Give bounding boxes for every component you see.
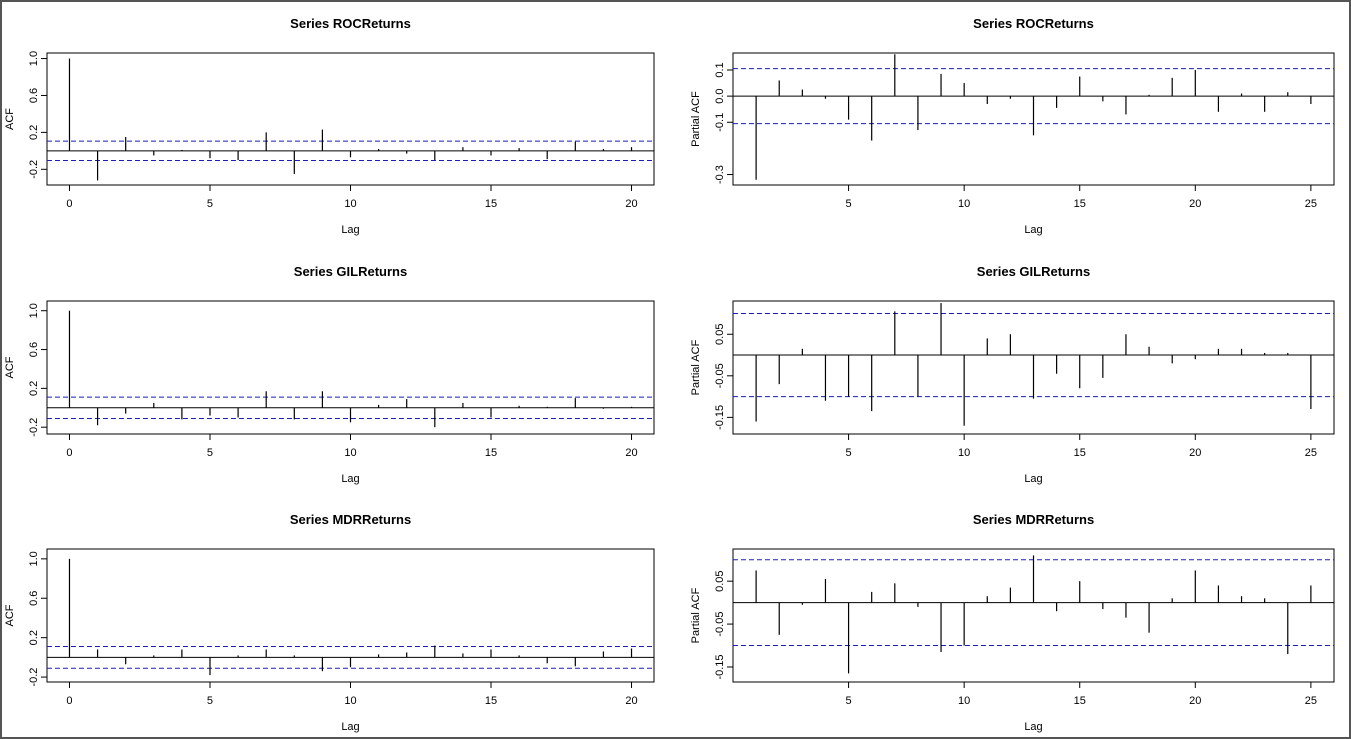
- x-axis-label: Lag: [341, 473, 359, 485]
- y-tick-label: -0.05: [714, 612, 726, 637]
- chart-title: Series GILReturns: [294, 264, 407, 279]
- x-tick-label: 25: [1305, 695, 1317, 707]
- panel-acf: Series ROCReturns 0 5 10 15 20 -0.2 0.2 0.6 1.0 La…: [4, 16, 655, 236]
- plot-frame: [732, 52, 1335, 186]
- x-tick-label: 5: [846, 695, 852, 707]
- chart-title: Series MDRReturns: [290, 512, 411, 527]
- x-tick-label: 20: [1189, 695, 1201, 707]
- panel-acf: Series MDRReturns 0 5 10 15 20 -0.2 0.2 0.6 1.0 La…: [4, 512, 655, 733]
- x-tick-label: 15: [485, 695, 497, 707]
- x-tick-label: 5: [846, 447, 852, 459]
- x-tick-label: 0: [66, 695, 72, 707]
- y-axis-label: Partial ACF: [690, 339, 702, 395]
- y-axis-label: Partial ACF: [690, 91, 702, 147]
- chart-title: Series ROCReturns: [973, 16, 1094, 31]
- y-tick-label: 0.05: [714, 324, 726, 345]
- y-tick-label: -0.05: [714, 363, 726, 388]
- x-tick-label: 10: [344, 198, 356, 210]
- x-tick-label: 20: [625, 695, 637, 707]
- chart-title: Series MDRReturns: [973, 512, 1094, 527]
- plot-frame: [732, 300, 1335, 435]
- x-tick-label: 25: [1305, 198, 1317, 210]
- x-axis-label: Lag: [1024, 721, 1042, 733]
- panel-pacf: Series GILReturns 5 10 15 20 25 -0.15 -0.05 0.05…: [690, 264, 1335, 485]
- x-tick-label: 5: [846, 198, 852, 210]
- y-tick-label: 0.0: [714, 88, 726, 103]
- chart-title: Series ROCReturns: [290, 16, 411, 31]
- y-tick-label: -0.2: [28, 418, 40, 437]
- x-tick-label: 10: [958, 447, 970, 459]
- y-tick-label: -0.15: [714, 405, 726, 430]
- x-axis-label: Lag: [341, 224, 359, 236]
- y-axis-label: Partial ACF: [690, 587, 702, 643]
- x-tick-label: 0: [66, 447, 72, 459]
- x-tick-label: 20: [1189, 447, 1201, 459]
- x-tick-label: 0: [66, 198, 72, 210]
- x-tick-label: 5: [207, 198, 213, 210]
- y-tick-label: 0.1: [714, 62, 726, 77]
- x-tick-label: 25: [1305, 447, 1317, 459]
- x-tick-label: 20: [625, 447, 637, 459]
- y-tick-label: -0.2: [28, 668, 40, 687]
- x-tick-label: 15: [1074, 198, 1086, 210]
- y-tick-label: 1.0: [28, 303, 40, 318]
- y-tick-label: -0.3: [714, 165, 726, 184]
- y-tick-label: -0.2: [28, 160, 40, 179]
- y-axis-label: ACF: [4, 356, 16, 378]
- y-tick-label: -0.1: [714, 113, 726, 132]
- panel-acf: Series GILReturns 0 5 10 15 20 -0.2 0.2 0.6 1.0 La…: [4, 264, 655, 485]
- x-tick-label: 15: [1074, 695, 1086, 707]
- x-tick-label: 20: [625, 198, 637, 210]
- x-tick-label: 15: [485, 198, 497, 210]
- y-tick-label: 0.6: [28, 342, 40, 357]
- chart-title: Series GILReturns: [977, 264, 1090, 279]
- x-tick-label: 5: [207, 695, 213, 707]
- x-tick-label: 10: [344, 695, 356, 707]
- y-tick-label: 0.6: [28, 88, 40, 103]
- x-tick-label: 15: [1074, 447, 1086, 459]
- y-tick-label: 0.6: [28, 591, 40, 606]
- x-tick-label: 20: [1189, 198, 1201, 210]
- y-axis-label: ACF: [4, 108, 16, 130]
- x-tick-label: 10: [344, 447, 356, 459]
- y-tick-label: 0.2: [28, 125, 40, 140]
- y-tick-label: 1.0: [28, 51, 40, 66]
- x-tick-label: 10: [958, 198, 970, 210]
- panel-pacf: Series MDRReturns 5 10 15 20 25 -0.15 -0.05 0.05…: [690, 512, 1335, 733]
- x-tick-label: 5: [207, 447, 213, 459]
- y-tick-label: 0.2: [28, 381, 40, 396]
- plot-frame: [732, 548, 1335, 683]
- x-axis-label: Lag: [1024, 224, 1042, 236]
- panel-pacf: Series ROCReturns 5 10 15 20 25 -0.3 -0.1 0.0 0.1…: [690, 16, 1335, 236]
- y-tick-label: 1.0: [28, 551, 40, 566]
- plot-frame: [46, 52, 655, 186]
- x-axis-label: Lag: [341, 721, 359, 733]
- x-axis-label: Lag: [1024, 473, 1042, 485]
- y-tick-label: -0.15: [714, 654, 726, 679]
- x-tick-label: 10: [958, 695, 970, 707]
- y-tick-label: 0.2: [28, 630, 40, 645]
- y-tick-label: 0.05: [714, 570, 726, 591]
- y-axis-label: ACF: [4, 604, 16, 626]
- x-tick-label: 15: [485, 447, 497, 459]
